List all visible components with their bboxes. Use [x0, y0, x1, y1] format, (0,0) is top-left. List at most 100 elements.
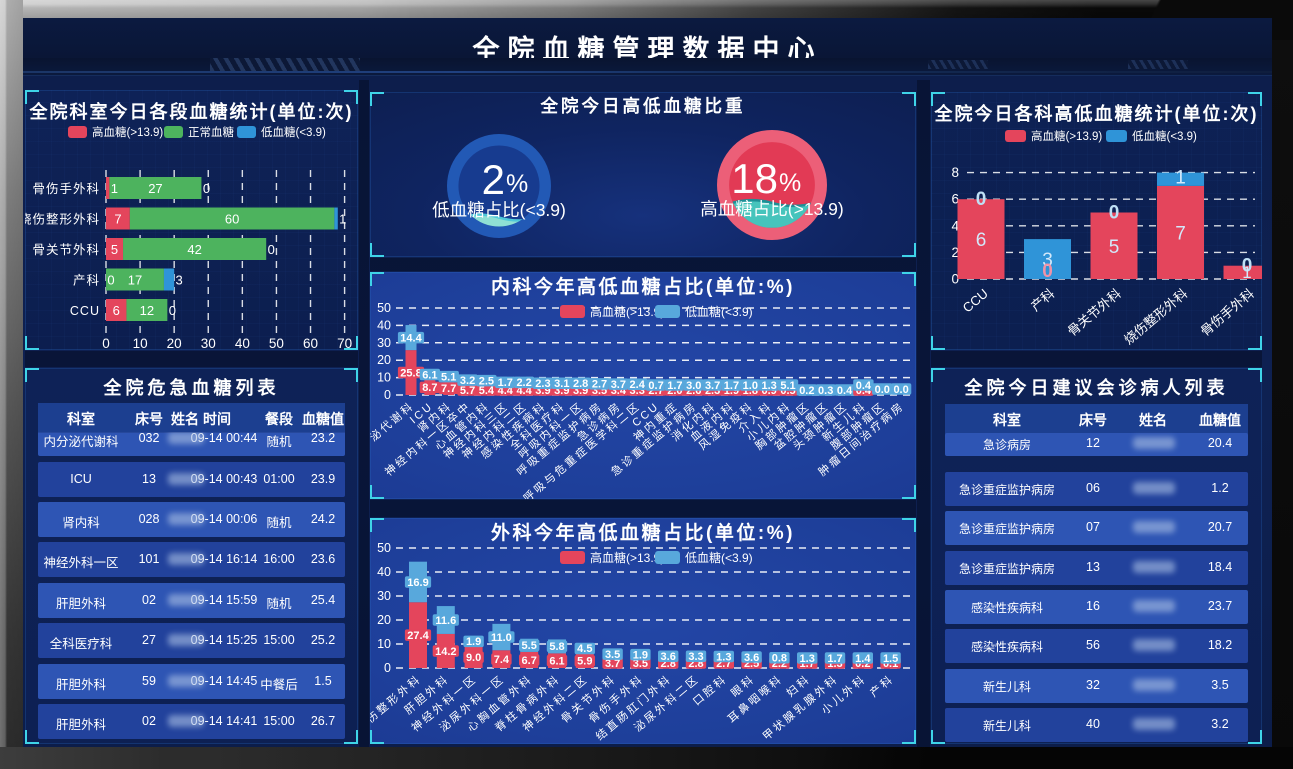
svg-text:27: 27: [148, 181, 162, 196]
svg-text:3.3: 3.3: [688, 651, 703, 663]
svg-text:2: 2: [951, 245, 959, 260]
svg-text:0.4: 0.4: [856, 380, 872, 392]
svg-text:高血糖占比(>13.9): 高血糖占比(>13.9): [700, 199, 843, 219]
svg-text:6: 6: [976, 230, 987, 251]
svg-text:低血糖(<3.9): 低血糖(<3.9): [685, 550, 753, 565]
svg-text:高血糖(>13.9): 高血糖(>13.9): [590, 550, 664, 565]
svg-text:1.7: 1.7: [667, 380, 682, 392]
svg-text:2.8: 2.8: [573, 378, 588, 390]
svg-text:3.5: 3.5: [605, 649, 620, 661]
svg-text:0: 0: [976, 189, 987, 210]
svg-text:低血糖(<3.9): 低血糖(<3.9): [1132, 129, 1197, 143]
svg-text:高血糖(>13.9): 高血糖(>13.9): [1031, 129, 1102, 143]
svg-text:3.6: 3.6: [661, 651, 676, 663]
svg-text:%: %: [779, 169, 801, 197]
svg-text:全院今日高低血糖比重: 全院今日高低血糖比重: [540, 96, 746, 116]
svg-text:3.7: 3.7: [605, 658, 620, 670]
svg-text:3.5: 3.5: [633, 658, 648, 670]
svg-text:烧伤整形外科: 烧伤整形外科: [1121, 286, 1190, 348]
svg-text:4: 4: [951, 218, 959, 233]
svg-text:0.2: 0.2: [799, 385, 814, 397]
svg-text:产科: 产科: [867, 672, 897, 700]
svg-text:1.7: 1.7: [498, 377, 513, 389]
svg-text:5.4: 5.4: [479, 385, 495, 397]
svg-text:低血糖(<3.9): 低血糖(<3.9): [685, 304, 753, 319]
svg-text:30: 30: [201, 336, 216, 350]
svg-text:20: 20: [377, 613, 391, 627]
svg-text:5.1: 5.1: [441, 371, 456, 383]
svg-text:5: 5: [111, 242, 118, 257]
svg-text:0.0: 0.0: [875, 384, 890, 396]
svg-text:1.4: 1.4: [855, 653, 871, 665]
svg-text:12: 12: [140, 303, 154, 318]
svg-text:1: 1: [339, 212, 346, 227]
svg-text:5.1: 5.1: [780, 380, 795, 392]
svg-text:60: 60: [303, 336, 318, 350]
svg-text:0.3: 0.3: [818, 385, 833, 397]
svg-text:2.2: 2.2: [516, 377, 531, 389]
svg-text:1.3: 1.3: [762, 380, 777, 392]
svg-text:10: 10: [377, 371, 391, 385]
svg-text:正常血糖: 正常血糖: [188, 125, 234, 139]
svg-text:6: 6: [951, 192, 959, 207]
svg-text:5: 5: [1109, 237, 1120, 258]
svg-text:产科: 产科: [73, 274, 100, 288]
svg-text:全院今日各科高低血糖统计(单位:次): 全院今日各科高低血糖统计(单位:次): [934, 103, 1259, 124]
svg-text:6.1: 6.1: [422, 369, 437, 381]
svg-text:1.7: 1.7: [724, 380, 739, 392]
svg-text:骨伤手外科: 骨伤手外科: [32, 182, 100, 196]
svg-text:%: %: [506, 170, 528, 198]
svg-text:1: 1: [1242, 263, 1251, 282]
svg-text:0: 0: [384, 661, 391, 675]
svg-text:7.4: 7.4: [494, 654, 510, 666]
svg-text:骨伤手外科: 骨伤手外科: [1197, 286, 1256, 339]
svg-text:0: 0: [169, 303, 176, 318]
svg-text:60: 60: [225, 212, 239, 227]
svg-text:5.9: 5.9: [577, 656, 592, 668]
svg-text:3.2: 3.2: [460, 375, 475, 387]
svg-text:40: 40: [377, 318, 391, 332]
svg-text:3.6: 3.6: [744, 652, 759, 664]
svg-text:0.7: 0.7: [648, 380, 663, 392]
svg-text:产科: 产科: [1028, 286, 1058, 314]
svg-text:1.5: 1.5: [883, 653, 898, 665]
svg-text:1.0: 1.0: [743, 380, 758, 392]
svg-text:6.7: 6.7: [522, 655, 537, 667]
svg-text:40: 40: [377, 565, 391, 579]
svg-text:4.5: 4.5: [577, 643, 592, 655]
svg-text:30: 30: [377, 336, 391, 350]
svg-text:14.2: 14.2: [435, 646, 456, 658]
svg-text:5.7: 5.7: [460, 385, 475, 397]
svg-text:0.4: 0.4: [837, 385, 853, 397]
svg-text:3.0: 3.0: [686, 380, 701, 392]
svg-text:3.7: 3.7: [705, 380, 720, 392]
svg-text:高血糖(>13.9): 高血糖(>13.9): [590, 304, 664, 319]
svg-text:16.9: 16.9: [407, 577, 428, 589]
svg-text:20: 20: [167, 336, 182, 350]
svg-text:0: 0: [203, 181, 210, 196]
svg-text:全院科室今日各段血糖统计(单位:次): 全院科室今日各段血糖统计(单位:次): [29, 101, 354, 122]
svg-text:0: 0: [1042, 261, 1053, 282]
svg-text:42: 42: [187, 242, 201, 257]
svg-text:50: 50: [377, 301, 391, 315]
svg-text:0.8: 0.8: [772, 653, 787, 665]
svg-text:骨关节外科: 骨关节外科: [32, 243, 100, 257]
svg-text:1.9: 1.9: [633, 649, 648, 661]
svg-text:2.5: 2.5: [479, 375, 494, 387]
svg-text:6.1: 6.1: [549, 655, 564, 667]
svg-text:低血糖占比(<3.9): 低血糖占比(<3.9): [432, 200, 566, 220]
svg-text:1.9: 1.9: [466, 636, 481, 648]
svg-text:11.6: 11.6: [435, 615, 456, 627]
svg-text:0.0: 0.0: [893, 384, 908, 396]
svg-text:5.5: 5.5: [522, 640, 537, 652]
svg-text:50: 50: [269, 336, 284, 350]
svg-text:0: 0: [102, 336, 110, 350]
svg-text:7: 7: [114, 212, 121, 227]
svg-text:25.8: 25.8: [400, 367, 421, 379]
svg-text:20: 20: [377, 353, 391, 367]
svg-text:17: 17: [128, 273, 142, 288]
svg-text:低血糖(<3.9): 低血糖(<3.9): [261, 125, 326, 139]
svg-text:CCU: CCU: [960, 286, 991, 316]
svg-text:1: 1: [1175, 168, 1186, 189]
svg-text:2.7: 2.7: [592, 379, 607, 391]
